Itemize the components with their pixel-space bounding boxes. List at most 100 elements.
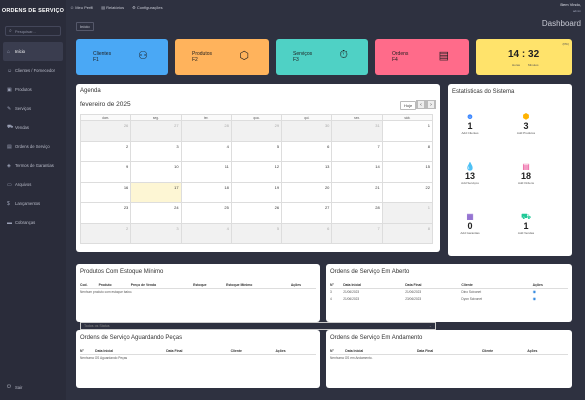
search-icon: ⌕ (9, 28, 12, 34)
sidebar-item-lancamentos[interactable]: $ Lançamentos (7, 200, 41, 207)
awaiting-parts-table: N° Data Inicial Data Final Cliente Ações… (80, 348, 316, 361)
stat-add-clientes[interactable]: ☻ 1 Add Clientes (450, 112, 490, 135)
home-icon: ⌂ (7, 48, 11, 55)
my-profile-link[interactable]: ☺ Meu Perfil (70, 4, 94, 10)
calendar-day[interactable]: 4 (180, 140, 232, 162)
next-month-button[interactable]: › (426, 100, 436, 109)
sidebar-item-garantias[interactable]: ◈ Termos de Garantias (7, 162, 54, 169)
calendar-day[interactable]: 14 (331, 161, 383, 183)
calendar-day[interactable]: 21 (331, 181, 383, 203)
search-input[interactable]: ⌕ Pesquisar... (5, 26, 61, 36)
calendar-day[interactable]: 8 (381, 222, 434, 244)
awaiting-parts-title: Ordens de Serviço Aguardando Peças (80, 335, 183, 341)
cart-icon: ⛟ (520, 212, 532, 221)
shortcut-card-clientes[interactable]: Clientes F1 ⚇ (76, 39, 168, 75)
calendar-day[interactable]: 29 (230, 120, 283, 142)
calendar-day[interactable]: 26 (230, 202, 283, 224)
calendar-day[interactable]: 2 (79, 140, 132, 162)
sidebar-item-cobrancas[interactable]: ▬ Cobranças (7, 219, 36, 226)
calendar-day[interactable]: 10 (130, 161, 182, 183)
reports-link[interactable]: ▤ Relatórios (101, 4, 125, 10)
calendar-day[interactable]: 1 (381, 202, 434, 224)
calendar-day[interactable]: 26 (79, 120, 132, 142)
calendar-day[interactable]: 11 (180, 161, 232, 183)
calendar-day[interactable]: 8 (381, 140, 434, 162)
calendar-day[interactable]: 4 (180, 222, 232, 244)
calendar-day[interactable]: 7 (331, 222, 383, 244)
calendar-day[interactable]: 22 (381, 181, 434, 203)
clock-hours-label: Horas (512, 63, 521, 67)
stat-value: 1 (467, 121, 473, 131)
calendar-day[interactable]: 3 (130, 140, 182, 162)
sidebar-item-clientes[interactable]: ☺ Clientes / Fornecedor (7, 67, 56, 74)
calendar-day[interactable]: 3 (130, 222, 182, 244)
breadcrumb[interactable]: Início (76, 22, 94, 31)
calendar-day[interactable]: 13 (281, 161, 333, 183)
in-progress-title: Ordens de Serviço Em Andamento (330, 335, 423, 341)
stat-label: Add Produtos (516, 131, 536, 135)
calendar-day[interactable]: 5 (230, 222, 283, 244)
clipboard-icon: ▤ (7, 143, 12, 150)
stat-add-garantias[interactable]: ▦ 0 Add Garantias (450, 212, 490, 235)
topbar: ☺ Meu Perfil ▤ Relatórios ⚙ Configuraçõe… (66, 0, 585, 14)
sidebar-item-vendas[interactable]: ⛟ Vendas (7, 124, 29, 130)
sidebar: ORDENS DE SERVIÇO ⌕ Pesquisar... ⌂ Início… (0, 0, 66, 400)
calendar-day[interactable]: 16 (79, 181, 132, 203)
stat-add-vendas[interactable]: ⛟ 1 Add Vendas (506, 212, 546, 235)
user-menu[interactable]: Bem Vindo, admin (560, 2, 581, 14)
calendar-day[interactable]: 23 (79, 202, 132, 224)
calendar-day[interactable]: 31 (331, 120, 383, 142)
calendar-day[interactable]: 15 (381, 161, 434, 183)
stats-panel: Estatísticas do Sistema ☻ 1 Add Clientes ⬢ 3… (448, 84, 572, 256)
calendar-day[interactable]: 30 (281, 120, 333, 142)
shortcut-card-produtos[interactable]: Produtos F2 ⬡ (175, 39, 269, 75)
calendar-day[interactable]: 7 (331, 140, 383, 162)
stat-add-produtos[interactable]: ⬢ 3 Add Produtos (506, 112, 546, 135)
empty-message: Nenhuma OS em Andamento. (330, 355, 373, 360)
calendar-day[interactable]: 5 (230, 140, 283, 162)
calendar-day[interactable]: 19 (230, 181, 283, 203)
logout-button[interactable]: ⏻ Sair (7, 384, 23, 390)
prev-month-button[interactable]: ‹ (416, 100, 426, 109)
calendar-day[interactable]: 24 (130, 202, 182, 224)
sidebar-item-servicos[interactable]: ✎ Serviços (7, 105, 32, 112)
sidebar-item-inicio[interactable]: ⌂ Início (3, 42, 63, 61)
in-progress-table: N° Data Inicial Data Final Cliente Ações… (330, 348, 568, 361)
awaiting-parts-panel: Ordens de Serviço Aguardando Peças N° Da… (76, 330, 320, 388)
shortcut-card-ordens[interactable]: Ordens F4 ▤ (375, 39, 469, 75)
calendar-day[interactable]: 28 (180, 120, 232, 142)
stat-add-serviços[interactable]: 💧 13 Add Serviços (450, 162, 490, 185)
view-eye-icon[interactable]: ◉ (532, 296, 537, 301)
stat-value: 1 (523, 221, 529, 231)
calendar-day[interactable]: 12 (230, 161, 283, 183)
calendar-day[interactable]: 25 (180, 202, 232, 224)
status-filter-select[interactable]: Todos os Status ⌄ (80, 322, 436, 330)
view-eye-icon[interactable]: ◉ (532, 289, 537, 295)
calendar-day[interactable]: 18 (180, 181, 232, 203)
calendar-day[interactable]: 9 (79, 161, 132, 183)
calendar-day[interactable]: 20 (281, 181, 333, 203)
calendar-day[interactable]: 17 (130, 181, 182, 203)
money-icon: $ (7, 200, 10, 207)
sidebar-item-produtos[interactable]: ▣ Produtos (7, 86, 32, 93)
stats-title: Estatísticas do Sistema (452, 89, 515, 95)
calendar-day[interactable]: 27 (281, 202, 333, 224)
calendar-day[interactable]: 28 (331, 202, 383, 224)
calendar-day[interactable]: 2 (79, 222, 132, 244)
calendar-day[interactable]: 6 (281, 140, 333, 162)
users-icon: ☺ (7, 67, 13, 74)
shortcut-card-servicos[interactable]: Serviços F3 ⏱ (276, 39, 368, 75)
sidebar-item-arquivos[interactable]: ▭ Arquivos (7, 181, 32, 188)
sidebar-item-ordens[interactable]: ▤ Ordens de Serviço (7, 143, 50, 150)
weekday-header: sáb. (381, 114, 434, 121)
today-button[interactable]: Hoje (400, 101, 417, 110)
wrench-icon: ✎ (7, 105, 12, 112)
document-icon: ▤ (438, 50, 449, 62)
calendar-day[interactable]: 1 (381, 120, 434, 142)
calendar-day[interactable]: 27 (130, 120, 182, 142)
stat-value: 18 (520, 171, 531, 181)
settings-link[interactable]: ⚙ Configurações (132, 4, 163, 10)
stat-add-ordens[interactable]: ▤ 18 Add Ordens (506, 162, 546, 185)
cube-icon: ⬢ (522, 112, 530, 121)
calendar-day[interactable]: 6 (281, 222, 333, 244)
